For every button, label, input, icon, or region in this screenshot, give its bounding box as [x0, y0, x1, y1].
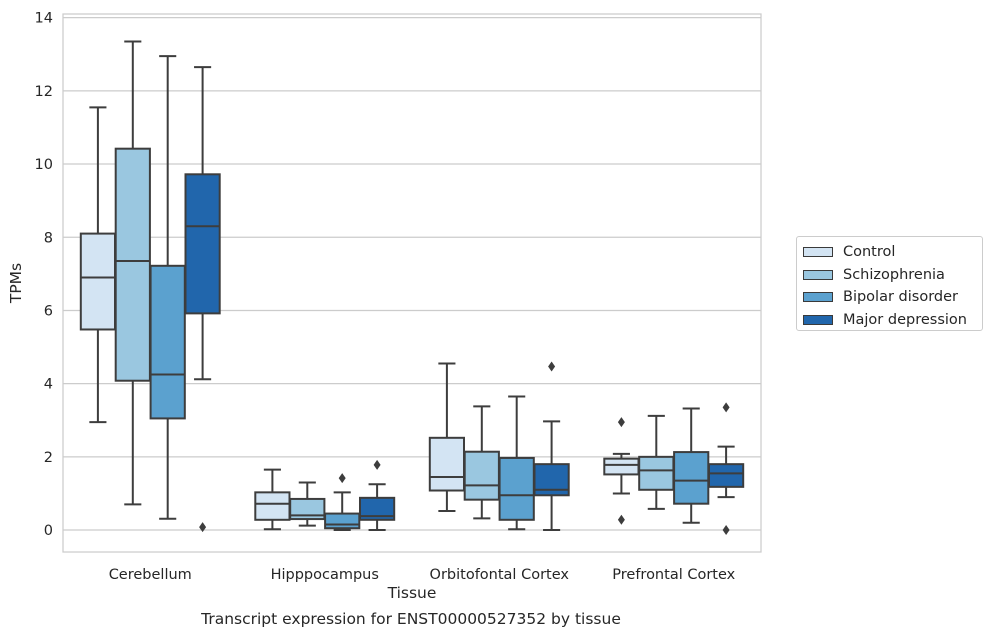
- x-tick-label: Prefrontal Cortex: [612, 567, 735, 583]
- x-tick-labels: Cerebellum Hipppocampus Orbitofontal Corte…: [109, 567, 736, 583]
- x-axis-label: Tissue: [387, 584, 437, 602]
- legend-item: Major depression: [803, 309, 982, 332]
- legend: Control Schizophrenia Bipolar disorder Majo…: [796, 236, 983, 331]
- y-tick-label: 10: [35, 157, 53, 173]
- x-tick-label: Hipppocampus: [271, 567, 379, 583]
- legend-label: Major depression: [843, 311, 967, 328]
- box-iqr: [289, 497, 326, 521]
- plot-frame: [62, 13, 762, 553]
- chart-caption: Transcript expression for ENST0000052735…: [201, 610, 621, 628]
- box-iqr: [254, 491, 291, 521]
- y-tick-label: 14: [35, 11, 53, 27]
- x-tick-label: Cerebellum: [109, 567, 192, 583]
- box-iqr: [114, 147, 151, 382]
- legend-item: Bipolar disorder: [803, 286, 982, 309]
- legend-label: Bipolar disorder: [843, 289, 958, 306]
- box-plots: [79, 40, 745, 536]
- legend-label: Control: [843, 244, 896, 261]
- outlier-point: [548, 361, 556, 372]
- y-axis-label: TPMs: [7, 263, 25, 304]
- y-tick-label: 12: [35, 84, 53, 100]
- legend-swatch: [803, 247, 833, 258]
- box-iqr: [324, 512, 361, 530]
- outlier-point: [617, 417, 625, 428]
- box-iqr: [184, 173, 221, 315]
- legend-item: Schizophrenia: [803, 264, 982, 287]
- outlier-point: [722, 525, 730, 536]
- outlier-point: [199, 522, 207, 533]
- box-iqr: [603, 457, 640, 476]
- outlier-point: [617, 514, 625, 525]
- y-tick-label: 6: [44, 303, 53, 319]
- legend-label: Schizophrenia: [843, 266, 945, 283]
- y-tick-label: 2: [44, 450, 53, 466]
- y-tick-label: 4: [44, 377, 53, 393]
- y-tick-label: 0: [44, 523, 53, 539]
- box-iqr: [498, 456, 535, 521]
- y-tick-label: 8: [44, 230, 53, 246]
- outlier-point: [722, 402, 730, 413]
- box-iqr: [707, 463, 745, 488]
- box-iqr: [79, 232, 117, 331]
- x-tick-label: Orbitofontal Cortex: [430, 567, 570, 583]
- legend-swatch: [803, 314, 833, 325]
- legend-swatch: [803, 269, 833, 280]
- box-iqr: [638, 455, 675, 491]
- box-iqr: [358, 496, 396, 521]
- legend-swatch: [803, 292, 833, 303]
- box-iqr: [428, 436, 466, 492]
- outlier-point: [373, 459, 381, 470]
- box-iqr: [149, 264, 186, 420]
- outlier-point: [338, 473, 346, 484]
- legend-item: Control: [803, 241, 982, 264]
- box-iqr: [673, 451, 710, 505]
- y-tick-labels: 0 2 4 6 8 10 12 14: [35, 11, 53, 539]
- box-iqr: [463, 450, 500, 501]
